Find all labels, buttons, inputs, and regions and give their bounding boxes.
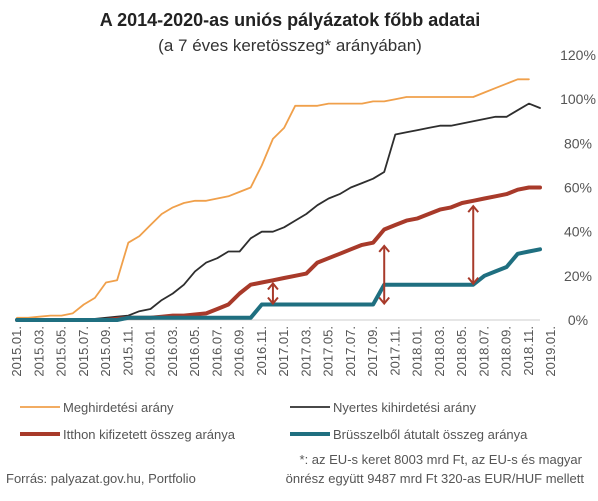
x-axis-ticks: 2015.01. 2015.03. 2015.05. 2015.07. 2015.09.… xyxy=(9,326,558,377)
y-tick-label: 0% xyxy=(568,312,588,328)
x-tick-label: 2016.11. xyxy=(254,326,269,376)
chart-title: A 2014-2020-as uniós pályázatok főbb ada… xyxy=(100,10,480,30)
x-tick-label: 2015.03. xyxy=(31,326,46,377)
legend-label: Nyertes kihirdetési arány xyxy=(333,400,477,415)
y-tick-label: 80% xyxy=(564,135,592,151)
x-tick-label: 2017.11. xyxy=(387,326,402,376)
x-tick-label: 2015.05. xyxy=(54,326,69,377)
x-tick-label: 2017.05. xyxy=(321,326,336,377)
legend-label: Brüsszelből átutalt összeg aránya xyxy=(333,427,528,442)
footnote-line2: önrész együtt 9487 mrd Ft 320-as EUR/HUF… xyxy=(286,471,585,486)
x-tick-label: 2017.09. xyxy=(365,326,380,377)
x-tick-label: 2018.03. xyxy=(432,326,447,377)
double-arrow-annotation xyxy=(378,244,390,306)
x-tick-label: 2016.01. xyxy=(143,326,158,377)
y-tick-label: 100% xyxy=(560,91,596,107)
x-tick-label: 2015.07. xyxy=(76,326,91,377)
series-line-1 xyxy=(16,78,530,319)
y-axis-ticks: 0% 20% 40% 60% 80% 100% 120% xyxy=(560,47,596,328)
series-line-4 xyxy=(15,247,542,322)
x-tick-label: 2016.09. xyxy=(232,326,247,377)
x-tick-label: 2016.07. xyxy=(209,326,224,377)
x-tick-label: 2017.01. xyxy=(276,326,291,377)
series-line-3 xyxy=(15,185,542,322)
footnote-line1: *: az EU-s keret 8003 mrd Ft, az EU-s és… xyxy=(300,452,583,467)
legend: Meghirdetési arány Nyertes kihirdetési ar… xyxy=(20,400,528,442)
legend-item: Brüsszelből átutalt összeg aránya xyxy=(290,427,528,442)
x-tick-label: 2016.05. xyxy=(187,326,202,377)
legend-label: Itthon kifizetett összeg aránya xyxy=(63,427,236,442)
x-tick-label: 2019.01. xyxy=(543,326,558,377)
series-lines xyxy=(15,78,542,322)
x-tick-label: 2015.11. xyxy=(120,326,135,376)
source-label: Forrás: palyazat.gov.hu, Portfolio xyxy=(6,471,196,486)
legend-item: Meghirdetési arány xyxy=(20,400,174,415)
x-tick-label: 2018.05. xyxy=(454,326,469,377)
x-tick-label: 2016.03. xyxy=(165,326,180,377)
x-tick-label: 2017.03. xyxy=(298,326,313,377)
series-line-2 xyxy=(16,102,541,321)
y-tick-label: 60% xyxy=(564,180,592,196)
x-tick-label: 2018.01. xyxy=(410,326,425,377)
double-arrow-annotation xyxy=(267,281,279,306)
x-tick-label: 2015.09. xyxy=(98,326,113,377)
chart-subtitle: (a 7 éves keretösszeg* arányában) xyxy=(158,36,422,55)
legend-label: Meghirdetési arány xyxy=(63,400,174,415)
y-tick-label: 40% xyxy=(564,224,592,240)
x-tick-label: 2017.07. xyxy=(343,326,358,377)
y-tick-label: 20% xyxy=(564,268,592,284)
legend-item: Itthon kifizetett összeg aránya xyxy=(20,427,236,442)
x-tick-label: 2015.01. xyxy=(9,326,24,377)
legend-item: Nyertes kihirdetési arány xyxy=(290,400,477,415)
annotations xyxy=(267,204,480,306)
y-tick-label: 120% xyxy=(560,47,596,63)
double-arrow-annotation xyxy=(467,204,480,286)
x-tick-label: 2018.09. xyxy=(499,326,514,377)
x-tick-label: 2018.07. xyxy=(476,326,491,377)
x-tick-label: 2018.11. xyxy=(521,326,536,376)
